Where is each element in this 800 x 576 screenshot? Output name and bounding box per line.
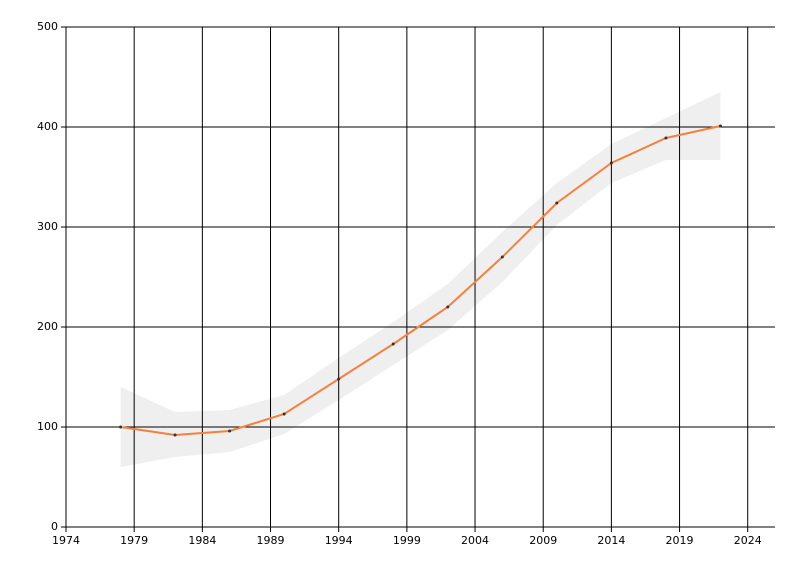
point — [609, 161, 613, 165]
x-tick-label: 2019 — [666, 534, 694, 547]
point — [391, 342, 395, 346]
x-tick-label: 1989 — [257, 534, 285, 547]
x-tick-label: 1984 — [188, 534, 216, 547]
y-tick-label: 100 — [37, 420, 58, 433]
x-tick-label: 2009 — [529, 534, 557, 547]
point — [718, 124, 722, 128]
x-tick-label: 1999 — [393, 534, 421, 547]
point — [446, 305, 450, 309]
x-tick-label: 1994 — [325, 534, 353, 547]
point — [555, 201, 559, 205]
y-tick-label: 0 — [51, 520, 58, 533]
point — [664, 136, 668, 140]
point — [500, 255, 504, 259]
x-tick-label: 1974 — [52, 534, 80, 547]
x-tick-label: 2024 — [734, 534, 762, 547]
point — [337, 377, 341, 381]
y-tick-label: 200 — [37, 320, 58, 333]
y-tick-label: 300 — [37, 220, 58, 233]
point — [119, 425, 123, 429]
y-tick-label: 400 — [37, 120, 58, 133]
point — [173, 433, 177, 437]
x-tick-label: 2014 — [597, 534, 625, 547]
x-tick-label: 1979 — [120, 534, 148, 547]
point — [282, 412, 286, 416]
point — [228, 429, 232, 433]
y-tick-label: 500 — [37, 20, 58, 33]
line — [120, 125, 721, 437]
x-tick-label: 2004 — [461, 534, 489, 547]
confidence-band — [120, 92, 721, 467]
